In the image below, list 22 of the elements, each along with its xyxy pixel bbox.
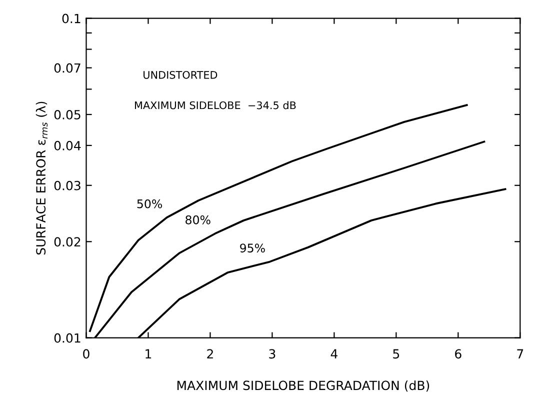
annotation: 80%: [186, 215, 210, 224]
annotation: 95%: [240, 244, 265, 253]
x-tick-label: 0: [83, 349, 90, 359]
x-tick-label: 4: [330, 349, 338, 358]
y-tick-label: 0.03: [54, 180, 80, 190]
annotation: MAXIMUM SIDELOBE −34.5 dB: [134, 101, 296, 110]
x-tick-label: 6: [455, 349, 462, 359]
y-tick-label: 0.1: [62, 14, 80, 24]
x-tick-label: 2: [207, 349, 213, 358]
x-tick-label: 5: [393, 349, 400, 359]
y-tick-label: 0.05: [54, 110, 80, 120]
x-axis-title: MAXIMUM SIDELOBE DEGRADATION (dB): [177, 380, 430, 392]
x-tick-label: 3: [269, 349, 276, 359]
x-tick-label: 1: [146, 349, 152, 358]
y-tick-label: 0.01: [54, 333, 80, 343]
annotation: 50%: [137, 199, 162, 208]
y-tick-label: 0.04: [54, 140, 81, 150]
y-tick-label: 0.07: [54, 63, 80, 73]
x-tick-label: 7: [517, 349, 524, 358]
annotation: UNDISTORTED: [144, 70, 218, 79]
y-tick-label: 0.02: [54, 237, 80, 247]
y-axis-title: SURFACE ERROR ε$_{rms}$ (λ): [36, 102, 48, 255]
